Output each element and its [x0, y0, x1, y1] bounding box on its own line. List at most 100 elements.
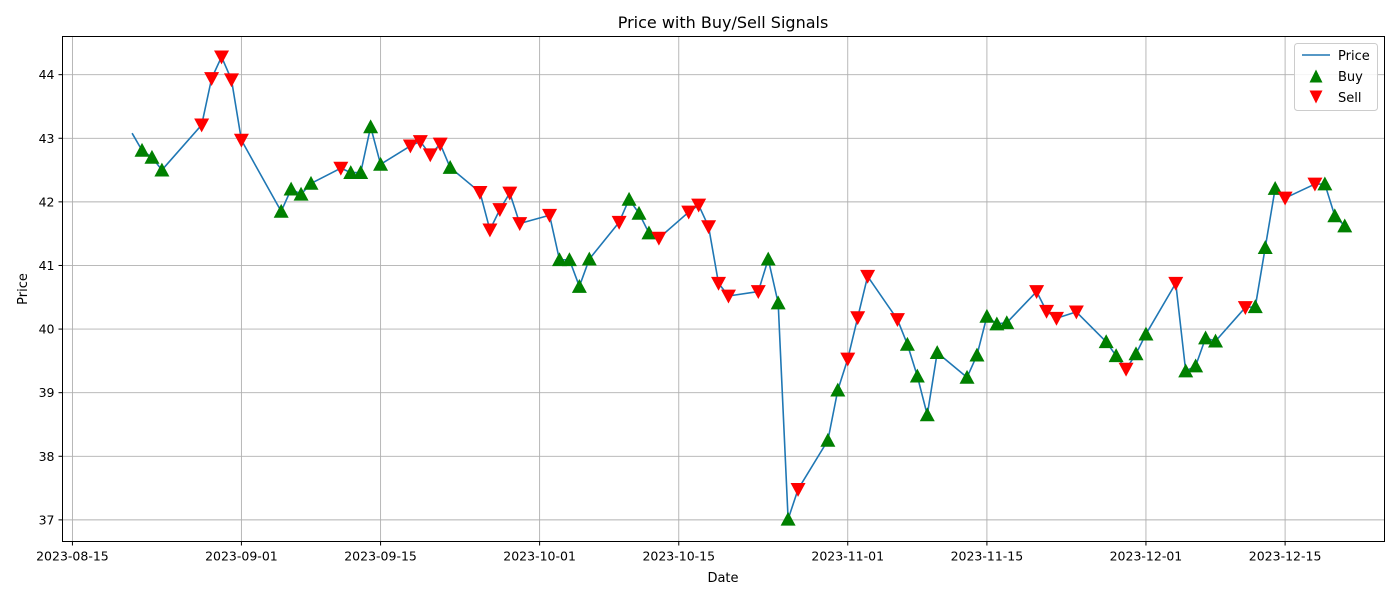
plot-area — [131, 50, 1353, 526]
buy-marker — [442, 160, 458, 174]
legend-price-label: Price — [1338, 49, 1370, 64]
legend-sell-label: Sell — [1338, 91, 1361, 106]
sell-marker — [651, 231, 667, 246]
grid — [62, 36, 1385, 542]
legend-sell-swatch — [1309, 90, 1323, 104]
y-tick-label: 39 — [39, 385, 55, 400]
sell-marker — [233, 133, 249, 148]
sell-marker — [422, 148, 438, 163]
sell-marker — [204, 72, 220, 86]
buy-marker — [929, 345, 945, 359]
sell-marker — [402, 139, 418, 154]
x-tick-label: 2023-09-15 — [344, 549, 417, 564]
legend-buy-swatch — [1309, 69, 1323, 83]
buy-marker — [154, 162, 170, 177]
chart-title: Price with Buy/Sell Signals — [618, 13, 829, 32]
sell-marker — [790, 482, 806, 497]
buy-marker — [373, 156, 389, 171]
buy-marker — [551, 252, 567, 267]
buy-marker — [1267, 181, 1283, 195]
buy-marker — [303, 175, 319, 190]
sell-marker — [1039, 304, 1055, 319]
x-tick-label: 2023-12-01 — [1110, 549, 1183, 564]
x-tick-label: 2023-11-01 — [811, 549, 884, 564]
sell-marker — [1118, 362, 1134, 377]
buy-marker — [641, 225, 657, 240]
buy-marker — [353, 165, 369, 179]
buy-marker — [969, 347, 985, 362]
y-tick-label: 43 — [39, 131, 55, 146]
sell-marker — [860, 269, 876, 284]
buy-marker — [1178, 363, 1194, 378]
buy-marker — [631, 205, 647, 220]
buy-marker — [363, 119, 379, 134]
buy-marker — [561, 252, 577, 267]
x-tick-label: 2023-10-15 — [642, 549, 715, 564]
y-tick-label: 37 — [39, 512, 55, 527]
sell-marker — [432, 137, 448, 152]
sell-marker — [850, 311, 866, 326]
legend-buy-label: Buy — [1338, 70, 1363, 85]
buy-marker — [571, 278, 587, 293]
y-tick-label: 42 — [39, 194, 55, 209]
x-axis-label: Date — [707, 571, 738, 586]
buy-marker — [999, 315, 1015, 330]
buy-marker — [780, 511, 796, 526]
sell-marker — [1277, 191, 1293, 206]
y-tick-label: 41 — [39, 258, 55, 273]
buy-marker — [1138, 326, 1154, 341]
buy-marker — [959, 369, 975, 384]
sell-marker — [412, 135, 428, 149]
buy-marker — [1128, 346, 1144, 361]
sell-marker — [194, 118, 210, 133]
y-tick-label: 40 — [39, 322, 55, 337]
sell-marker — [1029, 285, 1045, 300]
buy-marker — [273, 203, 289, 218]
buy-marker — [1257, 240, 1273, 255]
buy-marker — [293, 186, 309, 201]
sell-marker — [840, 352, 856, 367]
sell-marker — [502, 186, 518, 201]
buy-marker — [760, 251, 776, 266]
sell-marker — [1048, 311, 1064, 326]
y-tick-label: 44 — [39, 67, 55, 82]
buy-marker — [144, 149, 160, 164]
sell-marker — [492, 203, 508, 217]
sell-marker — [542, 208, 558, 223]
sell-marker — [611, 215, 627, 230]
sell-marker — [681, 205, 697, 220]
buy-marker — [1337, 218, 1353, 233]
x-tick-label: 2023-10-01 — [503, 549, 576, 564]
buy-marker — [1208, 333, 1224, 348]
sell-marker — [701, 220, 717, 235]
x-tick-label: 2023-09-01 — [205, 549, 278, 564]
sell-marker — [1307, 177, 1323, 192]
buy-marker — [1317, 176, 1333, 191]
x-axis: 2023-08-15 2023-09-01 2023-09-15 2023-10-01… — [36, 541, 1322, 564]
buy-marker — [899, 336, 915, 351]
buy-marker — [1108, 348, 1124, 363]
sell-marker — [720, 289, 736, 304]
sell-marker — [711, 276, 727, 291]
sell-marker — [1068, 305, 1084, 320]
buy-marker — [1098, 334, 1114, 349]
sell-marker — [1168, 276, 1184, 291]
x-tick-label: 2023-11-15 — [951, 549, 1024, 564]
buy-marker — [919, 407, 935, 422]
buy-marker — [1247, 299, 1263, 314]
sell-marker — [472, 185, 488, 200]
sell-marker — [223, 73, 239, 88]
buy-marker — [343, 165, 359, 179]
sell-marker — [750, 285, 766, 300]
sell-marker — [1237, 301, 1253, 315]
legend: Price Buy Sell — [1294, 43, 1378, 111]
buy-marker — [283, 181, 299, 196]
sell-marker — [482, 223, 498, 238]
y-axis: 37 38 39 40 41 42 43 44 — [39, 67, 63, 527]
x-tick-label: 2023-12-15 — [1249, 549, 1322, 564]
x-tick-label: 2023-08-15 — [36, 549, 109, 564]
buy-marker — [820, 432, 836, 447]
sell-marker — [214, 50, 230, 65]
